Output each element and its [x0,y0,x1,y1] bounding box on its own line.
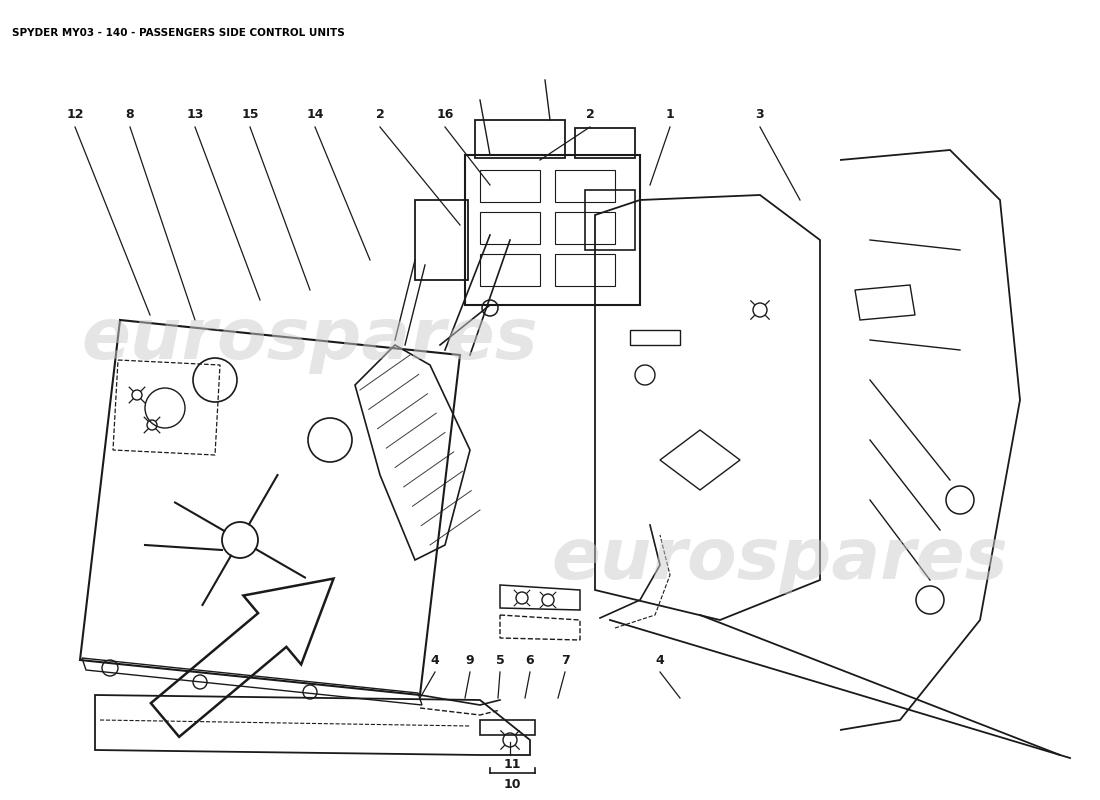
Text: 11: 11 [504,758,520,771]
Text: 2: 2 [375,109,384,122]
Text: 9: 9 [465,654,474,666]
Text: 8: 8 [125,109,134,122]
Text: 10: 10 [504,778,520,791]
Text: 1: 1 [666,109,674,122]
Text: 12: 12 [66,109,84,122]
Text: SPYDER MY03 - 140 - PASSENGERS SIDE CONTROL UNITS: SPYDER MY03 - 140 - PASSENGERS SIDE CONT… [12,28,344,38]
Text: 14: 14 [306,109,323,122]
Text: 16: 16 [437,109,453,122]
Text: 13: 13 [186,109,204,122]
Text: 5: 5 [496,654,505,666]
Text: eurospares: eurospares [81,306,538,374]
Text: 6: 6 [526,654,535,666]
Text: 7: 7 [561,654,570,666]
Text: 4: 4 [430,654,439,666]
Text: 4: 4 [656,654,664,666]
Text: 2: 2 [585,109,594,122]
Text: eurospares: eurospares [551,526,1009,594]
Text: 15: 15 [241,109,258,122]
Text: 3: 3 [756,109,764,122]
